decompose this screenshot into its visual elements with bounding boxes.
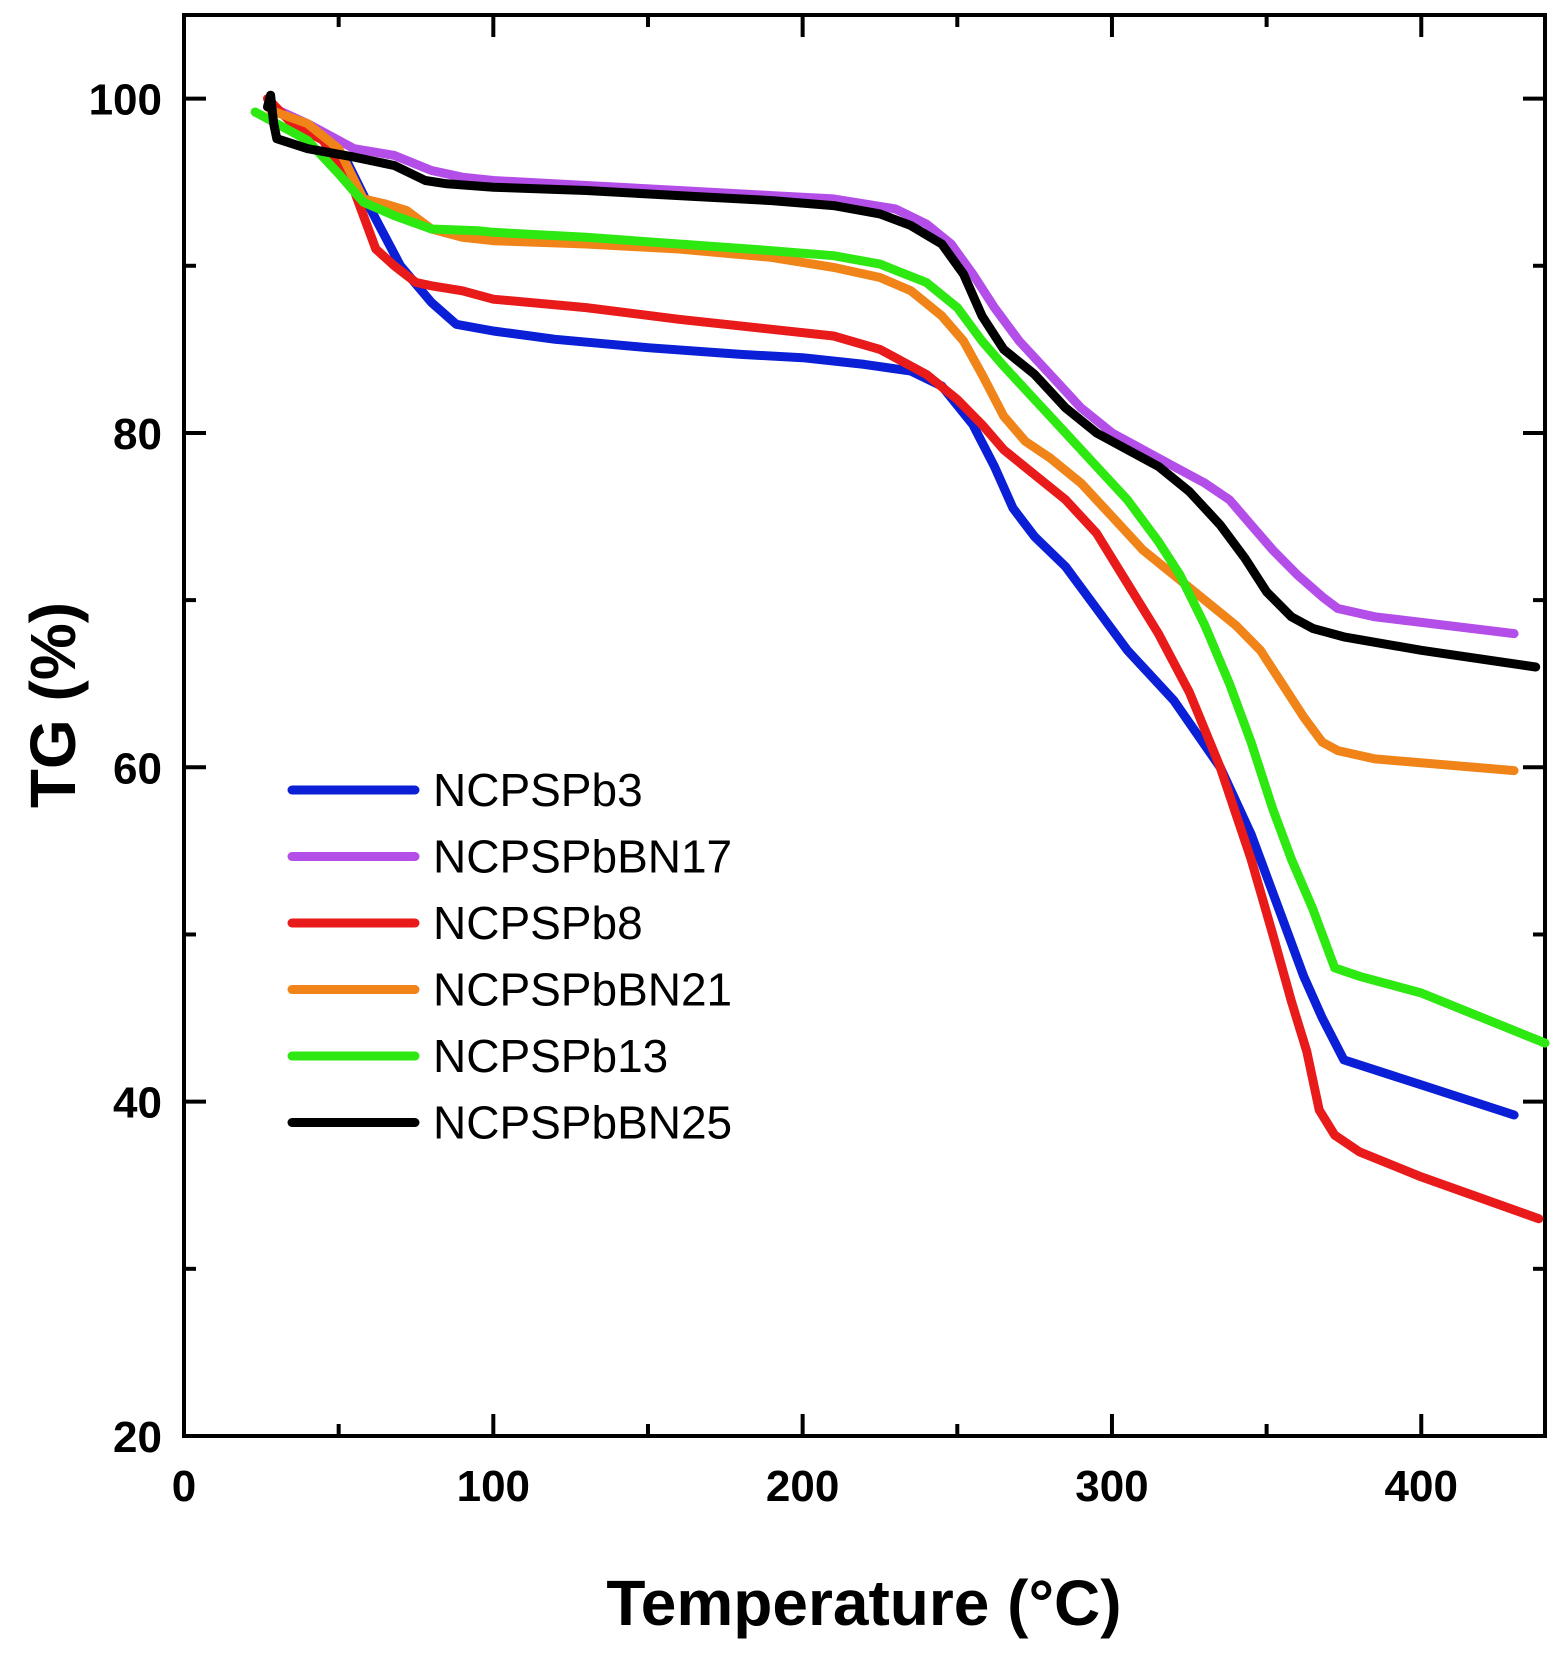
tick-labels: 0 100 200 300 400 20 40 60 80 100 [89, 76, 1458, 1511]
axis-ticks [182, 15, 1545, 1438]
legend-label: NCPSPb13 [433, 1030, 668, 1082]
x-tick-label: 300 [1075, 1462, 1148, 1511]
series-line-ncpspb3 [266, 102, 1519, 1120]
x-tick-label: 100 [457, 1462, 530, 1511]
y-tick-label: 80 [113, 410, 162, 459]
legend-label: NCPSPb3 [433, 764, 643, 816]
y-tick-label: 100 [89, 76, 162, 125]
x-axis-title: Temperature (°C) [606, 1567, 1121, 1639]
y-tick-label: 60 [113, 744, 162, 793]
series-lines [250, 90, 1550, 1224]
y-axis-title: TG (%) [17, 602, 89, 808]
x-tick-label: 0 [172, 1462, 196, 1511]
series-line-ncpspbbn17 [266, 102, 1519, 639]
legend-label: NCPSPb8 [433, 897, 643, 949]
legend-label: NCPSPbBN17 [433, 831, 732, 883]
y-tick-label: 20 [113, 1413, 162, 1462]
series-line-ncpspb13 [250, 107, 1550, 1048]
plot-frame [182, 13, 1547, 1438]
y-tick-label: 40 [113, 1079, 162, 1128]
series-line-ncpspbbn25 [263, 90, 1541, 672]
legend-label: NCPSPbBN25 [433, 1097, 732, 1149]
legend-label: NCPSPbBN21 [433, 964, 732, 1016]
x-tick-label: 200 [766, 1462, 839, 1511]
x-tick-label: 400 [1385, 1462, 1458, 1511]
legend: NCPSPb3 NCPSPbBN17 NCPSPb8 NCPSPbBN21 NCPSPb… [287, 764, 732, 1149]
series-line-ncpspb8 [263, 94, 1544, 1224]
